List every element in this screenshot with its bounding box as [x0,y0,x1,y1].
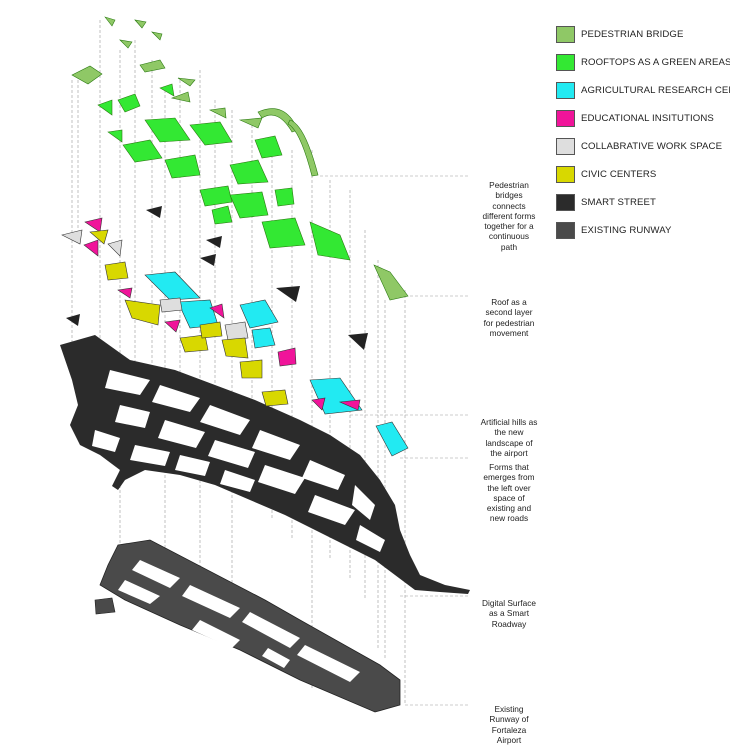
annotation-line: Forms that [489,462,529,472]
annotation-line: Existing [494,704,524,714]
legend-label: COLLABRATIVE WORK SPACE [581,140,723,152]
annotation-line: connects [492,200,526,211]
annotation-leader-lines [320,175,470,706]
rooftops-green-swatch [556,53,575,71]
annotation-line: together for a [484,221,534,232]
annotation-line: Airport [496,734,522,745]
legend-item: CIVIC CENTERS [556,160,728,188]
annotation-runway: Existing Runway of Fortaleza Airport [469,704,549,745]
annotation-line: the left over [487,482,531,493]
pedestrian-bridge-swatch [556,25,575,43]
annotation-line: Pedestrian [489,180,529,190]
smart-street-layer [60,335,470,594]
existing-runway-layer [94,539,401,713]
annotation-line: the airport [490,447,528,458]
legend-item: EDUCATIONAL INSITUTIONS [556,104,728,132]
green-rooftop-layer [71,65,409,301]
annotation-line: path [500,241,518,252]
annotation-line: the new [494,427,524,438]
annotation-line: existing and [486,503,532,514]
legend-item: COLLABRATIVE WORK SPACE [556,132,728,160]
annotation-forms: Forms that emerges from the left over space… [469,462,549,524]
annotation-line: emerges from [483,472,535,483]
annotation-line: Roof as a [491,297,527,307]
legend-item: ROOFTOPS AS A GREEN AREAS [556,48,730,76]
legend: PEDESTRIAN BRIDGE ROOFTOPS AS A GREEN ARE… [556,20,730,244]
smart-street-swatch [556,193,575,211]
legend-label: AGRICULTURAL RESEARCH CENTER [581,84,730,96]
legend-label: EXISTING RUNWAY [581,224,672,236]
legend-item: SMART STREET [556,188,728,216]
annotation-line: as a Smart [488,608,530,619]
annotation-line: second layer [485,307,533,318]
legend-label: CIVIC CENTERS [581,168,657,180]
annotation-line: Runway of [489,714,529,725]
existing-runway-swatch [556,221,575,239]
annotation-line: Artificial hills as [480,417,538,427]
legend-item: AGRICULTURAL RESEARCH CENTER [556,76,730,104]
annotation-line: Fortaleza [491,724,527,735]
agricultural-research-swatch [556,81,575,99]
annotation-line: new roads [489,513,529,524]
annotation-roof: Roof as a second layer for pedestrian movem… [469,297,549,338]
annotation-surface: Digital Surface as a Smart Roadway [469,598,549,629]
legend-label: PEDESTRIAN BRIDGE [581,28,684,40]
annotation-bridges: Pedestrian bridges connects different forms… [469,180,549,252]
annotation-line: bridges [495,190,523,201]
collaborative-swatch [556,137,575,155]
pedestrian-bridge-fragments [104,16,319,177]
civic-centers-swatch [556,165,575,183]
annotation-line: continuous [488,231,530,242]
legend-item: PEDESTRIAN BRIDGE [556,20,728,48]
legend-label: SMART STREET [581,196,656,208]
annotation-line: for pedestrian [483,317,535,328]
annotation-line: space of [493,492,525,503]
annotation-line: Roadway [491,618,527,629]
artificial-hill-markers [66,206,368,350]
projection-lines [71,20,406,705]
annotation-line: movement [489,327,529,338]
annotation-line: different forms [482,210,536,221]
roof-layer [61,217,409,457]
annotation-line: landscape of [485,437,533,448]
legend-label: ROOFTOPS AS A GREEN AREAS [581,56,730,68]
annotation-hills: Artificial hills as the new landscape of th… [469,417,549,458]
legend-item: EXISTING RUNWAY [556,216,728,244]
legend-label: EDUCATIONAL INSITUTIONS [581,112,714,124]
annotation-line: Digital Surface [482,598,536,608]
educational-swatch [556,109,575,127]
